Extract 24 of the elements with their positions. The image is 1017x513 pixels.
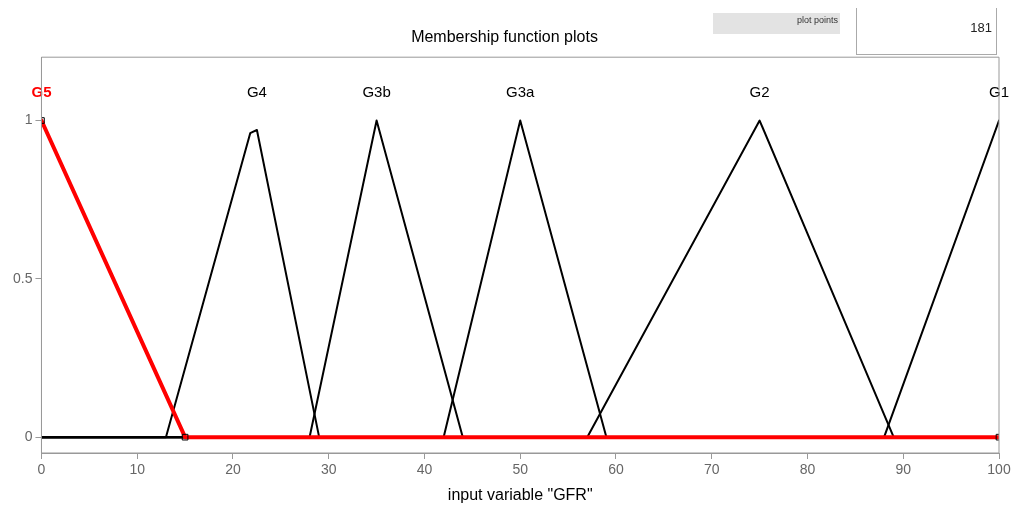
x-tick-label: 20 <box>225 461 241 478</box>
y-tick-label: 0.5 <box>12 269 33 286</box>
series-label: G3a <box>506 83 536 101</box>
x-tick-label: 60 <box>608 461 624 478</box>
series-label: G3b <box>362 83 391 101</box>
text: plot points <box>713 13 840 34</box>
series-label: G1 <box>988 83 1010 101</box>
x-tick-label: 50 <box>512 461 529 478</box>
x-tick-label: 80 <box>799 461 816 478</box>
x-tick-label: 30 <box>320 461 337 478</box>
x-axis-title: input variable "GFR" <box>447 485 593 503</box>
x-tick-label: 40 <box>416 461 433 478</box>
series-label: G2 <box>749 83 770 101</box>
text: G4 <box>246 83 267 101</box>
chart-title: Membership function plots <box>411 28 598 46</box>
x-tick-label: 70 <box>703 461 720 478</box>
x-tick-label: 100 <box>987 461 1011 478</box>
text: 181 <box>969 20 992 35</box>
y-tick-label: 0 <box>24 428 33 445</box>
x-tick-label: 0 <box>37 461 46 478</box>
y-tick-label: 1 <box>24 111 33 128</box>
x-tick-label: 10 <box>129 461 146 478</box>
series-label: G5 <box>31 83 52 101</box>
x-tick-label: 90 <box>895 461 912 478</box>
